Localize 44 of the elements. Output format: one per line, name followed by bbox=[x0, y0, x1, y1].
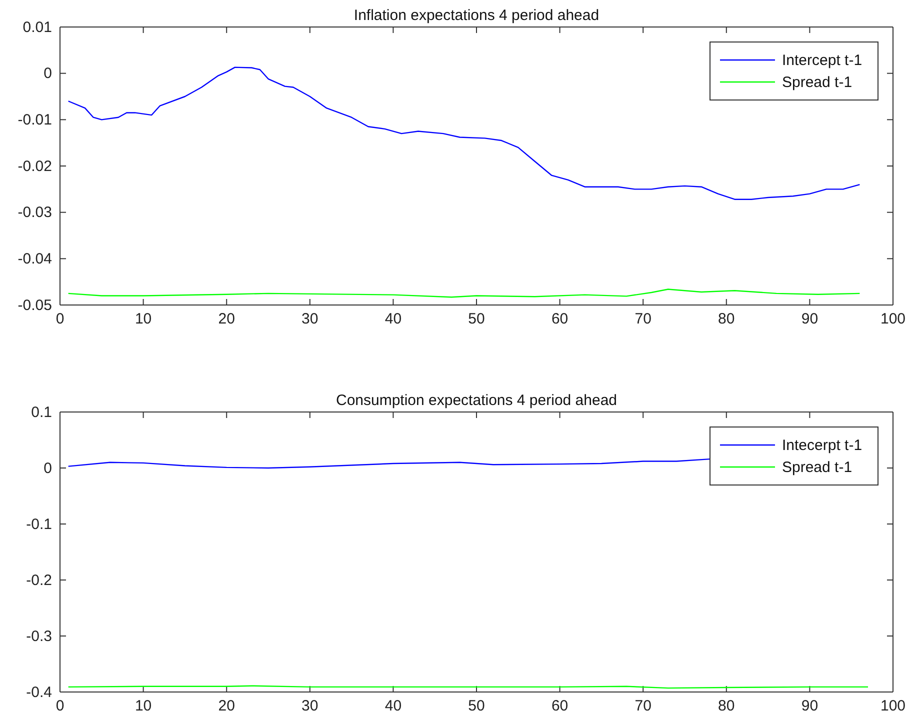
x-tick-label: 70 bbox=[634, 698, 652, 715]
x-tick-label: 30 bbox=[302, 310, 318, 328]
x-tick-label: 50 bbox=[468, 698, 485, 715]
y-tick-label: -0.3 bbox=[26, 628, 52, 645]
y-tick-label: -0.4 bbox=[26, 684, 52, 701]
legend-label: Spread t-1 bbox=[782, 459, 852, 476]
y-tick-label: -0.01 bbox=[18, 111, 52, 128]
line-series bbox=[68, 66, 860, 200]
chart-title: Inflation expectations 4 period ahead bbox=[354, 7, 600, 24]
x-tick-label: 100 bbox=[880, 698, 906, 715]
x-tick-label: 90 bbox=[801, 310, 818, 328]
y-tick-label: -0.2 bbox=[26, 572, 52, 589]
y-tick-label: -0.03 bbox=[18, 204, 52, 222]
x-tick-label: 10 bbox=[134, 310, 152, 328]
y-tick-label: -0.1 bbox=[26, 516, 52, 533]
y-tick-label: 0 bbox=[44, 65, 52, 82]
x-tick-label: 80 bbox=[718, 310, 735, 328]
x-tick-label: 20 bbox=[218, 698, 235, 715]
y-tick-label: -0.04 bbox=[18, 250, 52, 268]
chart-title: Consumption expectations 4 period ahead bbox=[336, 392, 618, 409]
x-tick-label: 70 bbox=[634, 310, 652, 328]
x-tick-label: 0 bbox=[56, 310, 64, 328]
x-tick-label: 60 bbox=[551, 310, 568, 328]
y-tick-label: 0.1 bbox=[31, 404, 52, 421]
x-tick-label: 0 bbox=[56, 698, 64, 715]
x-tick-label: 50 bbox=[468, 310, 485, 328]
y-tick-label: -0.02 bbox=[18, 158, 52, 175]
legend-label: Spread t-1 bbox=[782, 74, 852, 91]
legend-label: Intercept t-1 bbox=[782, 52, 862, 69]
x-tick-label: 10 bbox=[134, 698, 152, 715]
x-tick-label: 40 bbox=[384, 698, 402, 715]
y-tick-label: 0 bbox=[44, 460, 52, 477]
y-tick-label: -0.05 bbox=[18, 296, 52, 314]
line-series bbox=[68, 458, 710, 469]
x-tick-label: 60 bbox=[551, 698, 568, 715]
x-tick-label: 20 bbox=[218, 310, 235, 328]
x-tick-label: 30 bbox=[302, 698, 318, 715]
x-tick-label: 90 bbox=[801, 698, 818, 715]
y-tick-label: 0.01 bbox=[22, 18, 52, 36]
x-tick-label: 100 bbox=[880, 310, 906, 328]
x-tick-label: 40 bbox=[384, 310, 402, 328]
legend-label: Intecerpt t-1 bbox=[782, 437, 862, 454]
x-tick-label: 80 bbox=[718, 698, 735, 715]
line-series bbox=[68, 288, 860, 298]
